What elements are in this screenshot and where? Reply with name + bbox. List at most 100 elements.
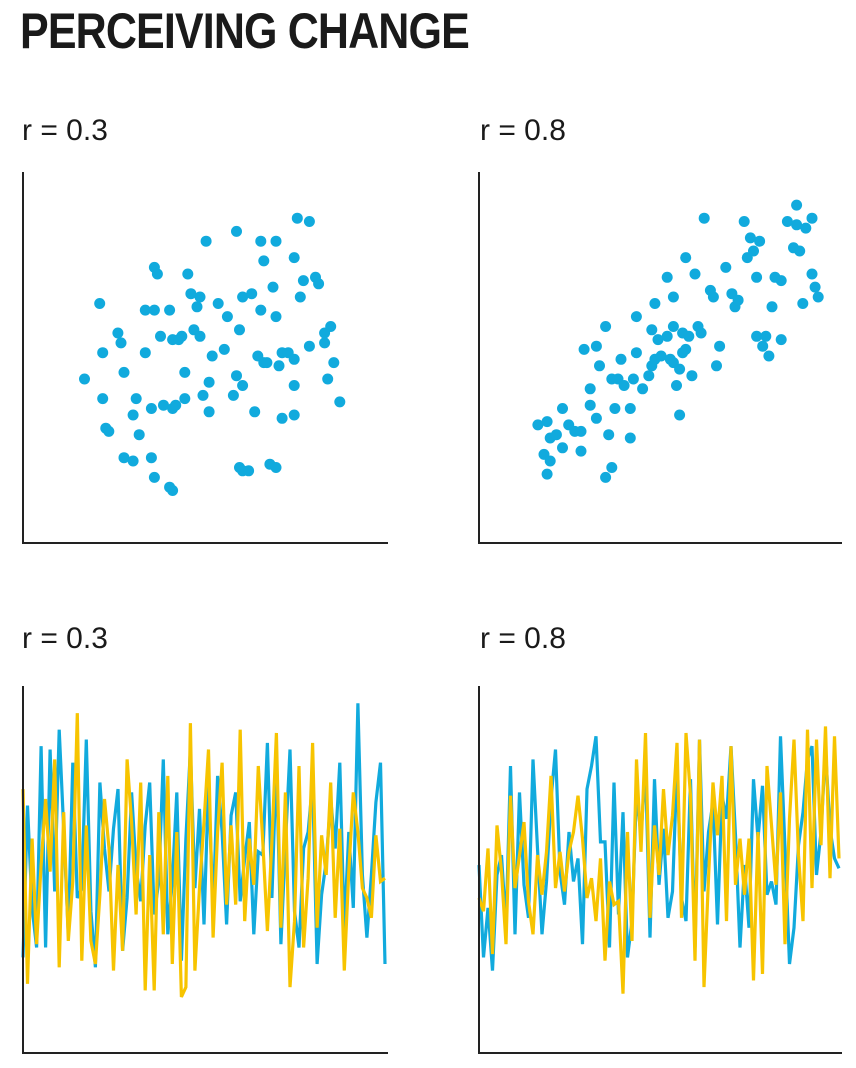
scatter-point	[155, 330, 166, 342]
scatter-point	[182, 268, 194, 280]
scatter-point	[200, 235, 212, 247]
scatter-point	[590, 340, 602, 352]
scatter-point	[270, 235, 282, 247]
scatter-point	[806, 268, 818, 280]
scatter-point	[133, 429, 145, 441]
scatter-point	[800, 222, 812, 234]
scatter-point	[288, 353, 300, 365]
scatter-point	[680, 252, 692, 264]
scatter-point	[714, 340, 726, 352]
line-high-title: r = 0.8	[480, 622, 566, 655]
scatter-point	[139, 304, 151, 316]
scatter-point	[671, 380, 682, 391]
scatter-point	[328, 357, 340, 369]
scatter-point	[600, 471, 612, 483]
scatter-point	[79, 373, 90, 385]
scatter-point	[609, 403, 621, 414]
scatter-point	[575, 425, 587, 437]
scatter-point	[698, 212, 710, 224]
scatter-point	[584, 383, 596, 395]
scatter-point	[781, 216, 793, 227]
scatter-point	[288, 252, 300, 264]
scatter-point	[643, 370, 655, 382]
scatter-point	[325, 321, 337, 332]
scatter-point	[532, 419, 544, 431]
scatter-low-title: r = 0.3	[22, 114, 108, 147]
scatter-point	[754, 235, 766, 247]
scatter-point	[118, 452, 130, 464]
scatter-point	[791, 219, 803, 231]
scatter-point	[584, 399, 596, 411]
scatter-point	[294, 291, 306, 303]
scatter-point	[203, 406, 215, 418]
scatter-point	[164, 304, 176, 316]
scatter-point	[249, 406, 261, 418]
scatter-point	[794, 245, 806, 257]
scatter-point	[112, 327, 124, 339]
scatter-point	[600, 321, 612, 332]
scatter-point	[575, 445, 587, 457]
scatter-point	[578, 343, 590, 355]
scatter-point	[288, 409, 300, 421]
scatter-point	[763, 350, 775, 362]
scatter-point	[218, 343, 230, 355]
scatter-point	[544, 455, 556, 467]
scatter-point	[237, 291, 249, 303]
scatter-point	[151, 268, 163, 280]
scatter-point	[179, 366, 191, 378]
scatter-point	[627, 373, 639, 385]
scatter-point	[303, 216, 315, 227]
scatter-point	[630, 311, 642, 323]
scatter-point	[243, 465, 255, 477]
scatter-point	[118, 366, 130, 378]
scatter-point	[197, 389, 209, 401]
line-plot-low-correlation	[21, 686, 388, 1054]
scatter-point	[624, 432, 636, 444]
scatter-point	[744, 232, 756, 244]
scatter-point	[649, 298, 661, 309]
scatter-point	[145, 452, 157, 464]
scatter-point	[313, 278, 325, 290]
scatter-point	[711, 360, 722, 372]
scatter-point	[557, 403, 568, 414]
scatter-plot-high-correlation	[478, 172, 842, 544]
scatter-point	[738, 216, 750, 227]
scatter-point	[757, 340, 769, 352]
scatter-point	[191, 301, 203, 313]
scatter-point	[674, 409, 686, 421]
scatter-point	[557, 442, 568, 454]
scatter-point	[766, 301, 778, 313]
scatter-point	[775, 334, 787, 346]
scatter-point	[115, 337, 127, 349]
scatter-point	[652, 334, 664, 346]
line-plot-high-correlation	[477, 686, 842, 1054]
scatter-point	[97, 393, 109, 405]
scatter-point	[276, 412, 288, 424]
scatter-point	[667, 291, 679, 303]
scatter-point	[661, 330, 673, 342]
scatter-point	[680, 343, 692, 355]
scatter-point	[94, 298, 106, 309]
scatter-point	[751, 271, 763, 283]
scatter-point	[686, 370, 698, 382]
scatter-point	[231, 225, 242, 237]
scatter-point	[674, 363, 686, 375]
line-low-title: r = 0.3	[22, 622, 108, 655]
scatter-point	[630, 347, 642, 359]
scatter-point	[139, 347, 151, 359]
scatter-plot-low-correlation	[22, 172, 388, 544]
scatter-point	[231, 370, 242, 382]
scatter-point	[194, 291, 206, 303]
scatter-point	[234, 324, 245, 336]
scatter-point	[760, 330, 772, 342]
scatter-point	[255, 304, 267, 316]
scatter-point	[127, 409, 139, 421]
scatter-point	[541, 416, 553, 428]
scatter-point	[695, 327, 707, 339]
scatter-point	[255, 235, 267, 247]
scatter-point	[258, 255, 270, 267]
scatter-point	[227, 389, 239, 401]
scatter-point	[720, 261, 732, 273]
scatter-point	[809, 281, 821, 293]
scatter-point	[791, 199, 803, 211]
